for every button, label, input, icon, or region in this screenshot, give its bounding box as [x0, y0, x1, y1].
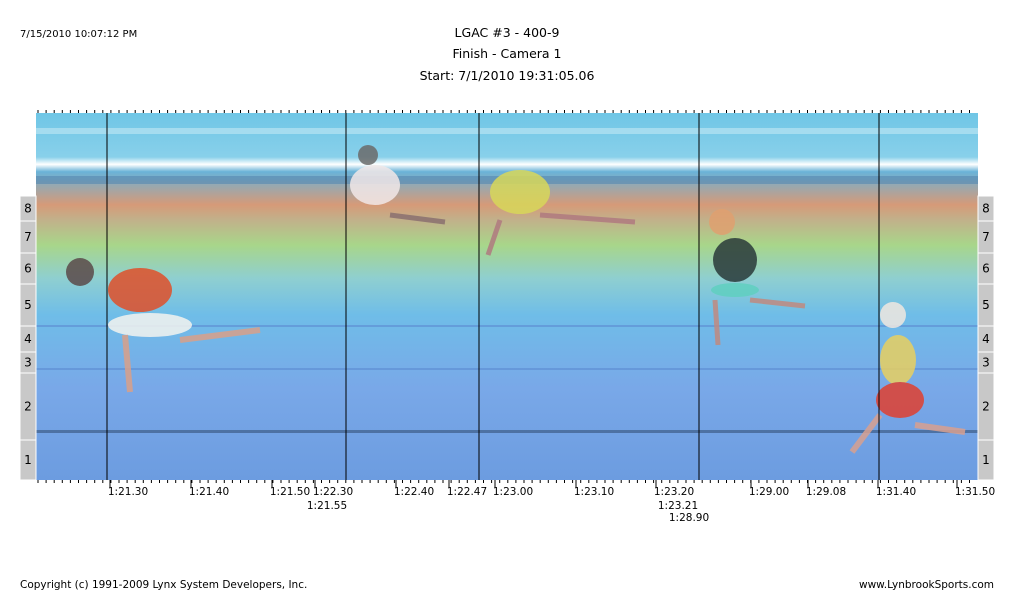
lane-label: 3	[24, 356, 32, 370]
lane-label: 7	[24, 230, 32, 244]
lane-label: 6	[982, 262, 990, 276]
lane-label: 8	[24, 202, 32, 216]
lane-label: 4	[24, 332, 32, 346]
lane-label: 2	[24, 400, 32, 414]
title: LGAC #3 - 400-9	[455, 25, 560, 40]
time-label: 1:31.50	[955, 486, 995, 498]
lane-label: 4	[982, 332, 990, 346]
lane-label: 6	[24, 262, 32, 276]
lane-cell	[977, 439, 995, 481]
time-label: 1:21.50	[270, 486, 310, 498]
time-label: 1:21.55	[307, 500, 347, 512]
time-label: 1:21.30	[108, 486, 148, 498]
lane-label: 5	[24, 298, 32, 312]
finish-photo	[36, 113, 978, 480]
time-label: 1:29.00	[749, 486, 789, 498]
copyright: Copyright (c) 1991-2009 Lynx System Deve…	[20, 579, 307, 591]
time-label: 1:21.40	[189, 486, 229, 498]
website: www.LynbrookSports.com	[859, 579, 994, 591]
time-label: 1:22.40	[394, 486, 434, 498]
lane-label: 5	[982, 298, 990, 312]
lane-label: 7	[982, 230, 990, 244]
lane-label: 8	[982, 202, 990, 216]
lane-label: 3	[982, 356, 990, 370]
time-label: 1:22.47	[447, 486, 487, 498]
start-time: Start: 7/1/2010 19:31:05.06	[420, 68, 595, 83]
timestamp: 7/15/2010 10:07:12 PM	[20, 29, 137, 40]
time-label: 1:23.00	[493, 486, 533, 498]
time-label: 1:28.90	[669, 512, 709, 524]
lane-label: 1	[24, 453, 32, 467]
time-scale	[37, 110, 970, 487]
time-label: 1:22.30	[313, 486, 353, 498]
time-label: 1:23.10	[574, 486, 614, 498]
time-label: 1:23.20	[654, 486, 694, 498]
lane-label: 2	[982, 400, 990, 414]
subtitle: Finish - Camera 1	[452, 46, 561, 61]
lane-cell	[19, 439, 37, 481]
time-label: 1:23.21	[658, 500, 698, 512]
lane-labels: 8 8 7 7 6 6 5 5 4 4 3 3 2 2 1 1	[19, 195, 995, 481]
time-label: 1:31.40	[876, 486, 916, 498]
time-label: 1:29.08	[806, 486, 846, 498]
lane-label: 1	[982, 453, 990, 467]
time-labels: 1:21.30 1:21.40 1:21.50 1:22.30 1:21.55 1:22.…	[108, 486, 995, 524]
